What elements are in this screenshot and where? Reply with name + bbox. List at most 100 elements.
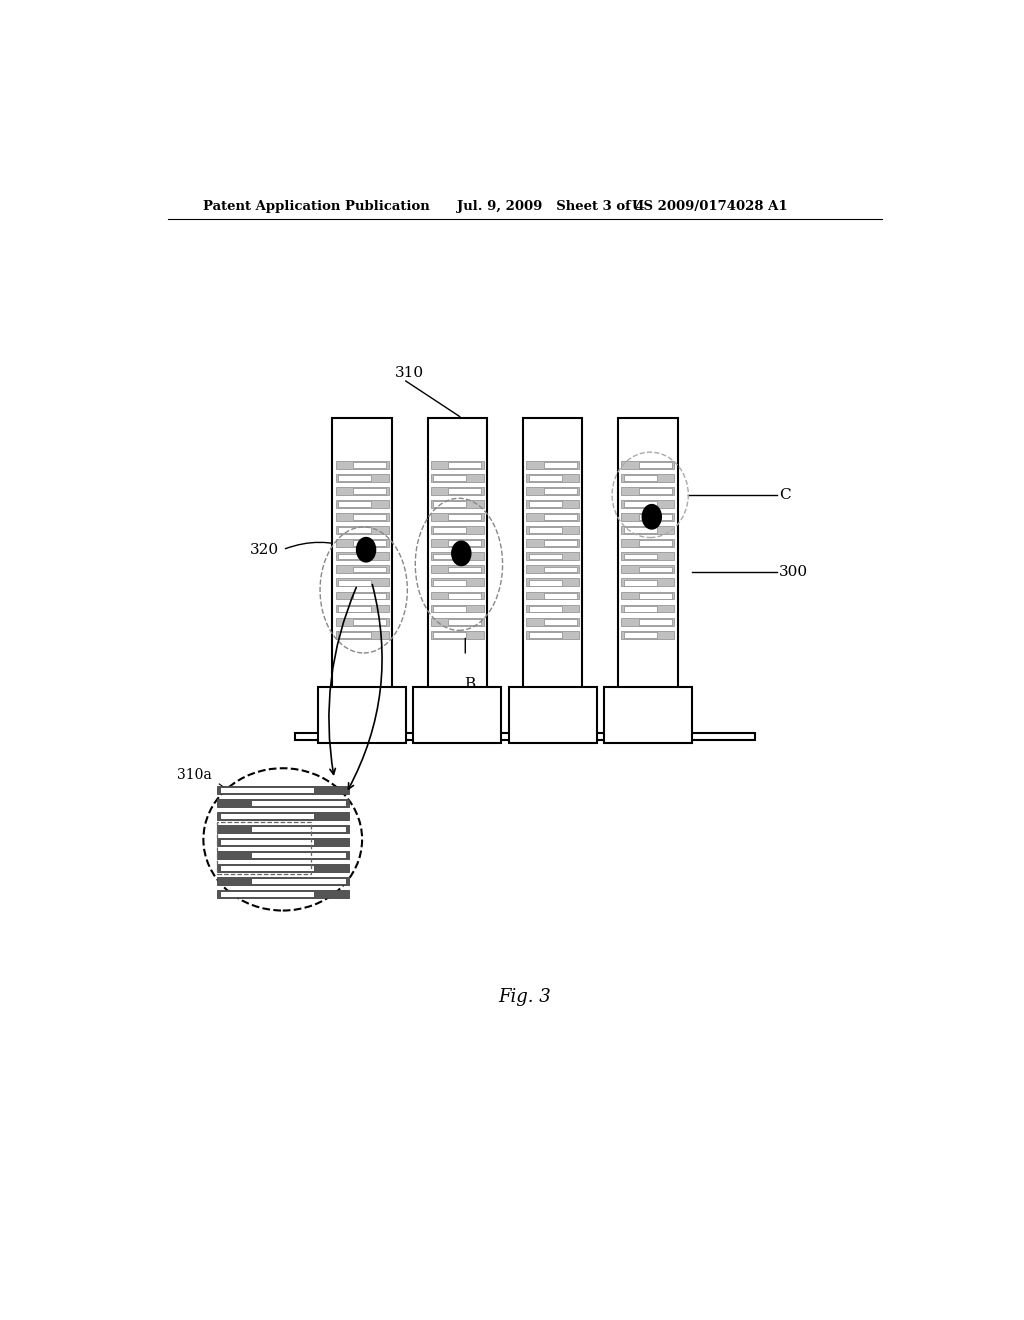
Bar	[431, 618, 484, 626]
Bar	[624, 553, 656, 560]
Bar	[338, 553, 371, 560]
Bar	[526, 527, 580, 535]
Bar	[336, 461, 389, 469]
Bar	[449, 619, 481, 624]
Bar	[433, 475, 466, 480]
Bar	[251, 851, 346, 858]
Bar	[431, 578, 484, 586]
Bar	[431, 540, 484, 546]
Bar	[433, 632, 466, 638]
Bar	[433, 528, 466, 533]
Bar	[336, 631, 389, 639]
Text: C: C	[779, 488, 791, 502]
Bar	[622, 605, 675, 612]
Bar	[433, 553, 466, 560]
Bar	[431, 605, 484, 612]
Bar	[544, 515, 577, 520]
Bar	[622, 487, 675, 495]
Bar	[639, 488, 672, 494]
Circle shape	[452, 541, 471, 565]
Bar	[217, 812, 348, 820]
Bar	[338, 579, 371, 586]
Bar	[431, 591, 484, 599]
Bar	[526, 591, 580, 599]
Bar	[217, 838, 348, 846]
Bar	[544, 566, 577, 573]
Bar	[622, 474, 675, 482]
Bar	[526, 578, 580, 586]
Text: B: B	[464, 677, 475, 692]
Bar	[449, 515, 481, 520]
Bar	[217, 799, 348, 807]
Bar	[622, 527, 675, 535]
Bar	[336, 565, 389, 573]
Bar	[336, 591, 389, 599]
Bar	[526, 565, 580, 573]
Bar	[431, 513, 484, 521]
Bar	[219, 813, 314, 820]
Bar	[639, 619, 672, 624]
Bar	[431, 631, 484, 639]
Bar	[336, 500, 389, 508]
Bar	[526, 540, 580, 546]
Text: 310a: 310a	[176, 768, 211, 781]
Bar	[353, 593, 386, 598]
Bar	[622, 552, 675, 560]
Bar	[449, 593, 481, 598]
Bar	[624, 579, 656, 586]
Bar	[639, 515, 672, 520]
Bar	[353, 619, 386, 624]
Bar	[624, 528, 656, 533]
Bar	[338, 528, 371, 533]
Bar	[639, 462, 672, 467]
Bar	[622, 578, 675, 586]
Ellipse shape	[204, 768, 362, 911]
Bar	[624, 606, 656, 611]
Bar	[618, 417, 678, 738]
Bar	[528, 606, 561, 611]
Bar	[622, 461, 675, 469]
Bar	[414, 686, 502, 743]
Bar	[622, 591, 675, 599]
Bar	[639, 566, 672, 573]
Bar	[338, 606, 371, 611]
Text: 320: 320	[250, 543, 279, 557]
Bar	[449, 566, 481, 573]
Bar	[622, 565, 675, 573]
Bar	[431, 500, 484, 508]
Bar	[528, 528, 561, 533]
Bar	[526, 513, 580, 521]
Text: Fig. 3: Fig. 3	[499, 987, 551, 1006]
Bar	[526, 500, 580, 508]
Bar	[431, 527, 484, 535]
Bar	[217, 876, 348, 884]
Text: US 2009/0174028 A1: US 2009/0174028 A1	[632, 199, 787, 213]
Bar	[622, 631, 675, 639]
Bar	[353, 540, 386, 546]
Bar	[624, 475, 656, 480]
Bar	[528, 632, 561, 638]
Bar	[428, 417, 487, 738]
Bar	[544, 540, 577, 546]
Bar	[431, 565, 484, 573]
Bar	[544, 593, 577, 598]
Bar	[526, 487, 580, 495]
Bar	[523, 417, 583, 738]
Bar	[624, 502, 656, 507]
Bar	[433, 579, 466, 586]
Bar	[219, 787, 314, 793]
Bar	[353, 462, 386, 467]
Bar	[295, 733, 755, 739]
Bar	[336, 552, 389, 560]
Bar	[336, 578, 389, 586]
Bar	[251, 878, 346, 884]
Bar	[528, 475, 561, 480]
Bar	[251, 826, 346, 833]
Bar	[336, 605, 389, 612]
Bar	[431, 461, 484, 469]
Bar	[217, 890, 348, 898]
Bar	[526, 552, 580, 560]
Bar	[431, 552, 484, 560]
Bar	[449, 488, 481, 494]
Bar	[336, 540, 389, 546]
